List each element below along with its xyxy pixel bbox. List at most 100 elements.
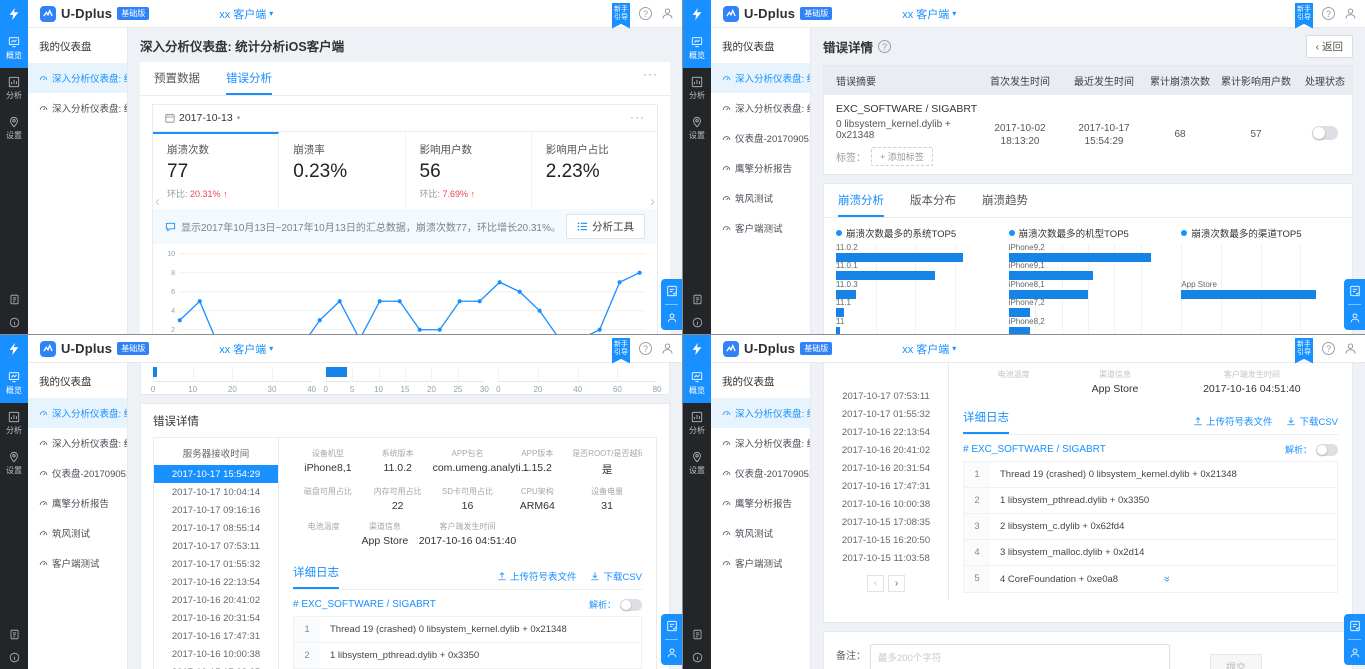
- sidebar-item[interactable]: 筑风测试: [711, 518, 810, 548]
- help-icon[interactable]: ?: [878, 40, 892, 53]
- survey-icon[interactable]: [666, 285, 678, 297]
- carousel-prev-icon[interactable]: ‹: [155, 193, 160, 210]
- carousel-next-icon[interactable]: ›: [650, 193, 655, 210]
- doc-icon[interactable]: [692, 629, 703, 640]
- rail-item-analysis[interactable]: 分析: [0, 403, 28, 443]
- timestamp-item[interactable]: 2017-10-16 17:47:31: [841, 480, 931, 492]
- back-button[interactable]: ‹ 返回: [1305, 35, 1353, 58]
- timestamp-item[interactable]: 2017-10-17 09:16:16: [171, 504, 261, 516]
- app-switcher[interactable]: xx 客户端 ▾: [902, 8, 957, 21]
- timestamp-item[interactable]: 2017-10-17 07:53:11: [842, 390, 930, 402]
- app-switcher[interactable]: xx 客户端 ▾: [902, 343, 957, 356]
- table-row[interactable]: EXC_SOFTWARE / SIGABRT 0 libsystem_kerne…: [824, 95, 1352, 174]
- feedback-widget[interactable]: [1344, 614, 1365, 665]
- tab[interactable]: 预置数据: [154, 73, 200, 85]
- guide-badge[interactable]: 新手 引导: [1295, 2, 1313, 29]
- timestamp-item[interactable]: 2017-10-16 22:13:54: [171, 576, 261, 588]
- sidebar-item[interactable]: 深入分析仪表盘: 统计: [28, 398, 127, 428]
- sidebar-item[interactable]: 深入分析仪表盘: 统计: [711, 428, 810, 458]
- sidebar-item[interactable]: 客户端测试: [28, 548, 127, 578]
- tab[interactable]: 崩溃趋势: [982, 195, 1028, 207]
- prev-page-button[interactable]: ‹: [867, 575, 884, 592]
- timestamp-item[interactable]: 2017-10-15 17:08:35: [841, 516, 931, 528]
- rail-item-analysis[interactable]: 分析: [683, 403, 711, 443]
- timestamp-item[interactable]: 2017-10-17 01:55:32: [171, 558, 261, 570]
- download-csv-link[interactable]: 下载CSV: [1286, 414, 1338, 428]
- sidebar-item[interactable]: 仪表盘-20170905161: [711, 123, 810, 153]
- sidebar-item[interactable]: 深入分析仪表盘: 统计: [28, 63, 127, 93]
- doc-icon[interactable]: [9, 629, 20, 640]
- timestamp-item[interactable]: 2017-10-17 08:55:14: [171, 522, 261, 534]
- customer-service-icon[interactable]: [1349, 647, 1361, 659]
- survey-icon[interactable]: [1349, 620, 1361, 632]
- product-logo-icon[interactable]: [683, 0, 711, 28]
- info-icon[interactable]: [692, 317, 703, 328]
- survey-icon[interactable]: [1349, 285, 1361, 297]
- guide-badge[interactable]: 新手 引导: [1295, 337, 1313, 364]
- timestamp-item[interactable]: 2017-10-16 20:31:54: [841, 462, 931, 474]
- rail-item-overview[interactable]: 概览: [683, 363, 711, 403]
- parse-toggle[interactable]: [1316, 443, 1338, 456]
- sidebar-item[interactable]: 客户端测试: [711, 548, 810, 578]
- upload-symbol-link[interactable]: 上传符号表文件: [1193, 414, 1272, 428]
- info-icon[interactable]: [9, 317, 20, 328]
- date-picker[interactable]: 2017-10-13: [179, 112, 233, 124]
- rail-item-analysis[interactable]: 分析: [683, 68, 711, 108]
- tab-detail-log[interactable]: 详细日志: [293, 556, 339, 589]
- user-icon[interactable]: [1344, 7, 1357, 20]
- tab[interactable]: 版本分布: [910, 195, 956, 207]
- tab[interactable]: 错误分析: [226, 62, 272, 95]
- feedback-widget[interactable]: [661, 279, 682, 330]
- analysis-tool-button[interactable]: 分析工具: [566, 214, 645, 239]
- metric-card[interactable]: 崩溃率 0.23%: [279, 132, 406, 209]
- sidebar-item[interactable]: 深入分析仪表盘: 统计: [28, 93, 127, 123]
- sidebar-item[interactable]: 深入分析仪表盘: 统计: [711, 93, 810, 123]
- timestamp-item[interactable]: 2017-10-16 17:47:31: [171, 630, 261, 642]
- timestamp-item[interactable]: 2017-10-15 16:20:50: [841, 534, 931, 546]
- guide-badge[interactable]: 新手 引导: [612, 337, 630, 364]
- metric-card[interactable]: 影响用户占比 2.23%: [545, 144, 609, 182]
- tab[interactable]: 崩溃分析: [838, 184, 884, 217]
- metric-card[interactable]: 影响用户数 56 环比: 7.69% ↑: [406, 132, 532, 209]
- sidebar-item[interactable]: 筑风测试: [711, 183, 810, 213]
- rail-item-overview[interactable]: 概览: [683, 28, 711, 68]
- help-icon[interactable]: ?: [639, 342, 652, 355]
- submit-button[interactable]: 提交: [1210, 654, 1262, 669]
- rail-item-overview[interactable]: 概览: [0, 28, 28, 68]
- tab-detail-log[interactable]: 详细日志: [963, 401, 1009, 434]
- timestamp-item[interactable]: 2017-10-17 10:04:14: [171, 486, 261, 498]
- add-tag-button[interactable]: + 添加标签: [871, 147, 933, 166]
- timestamp-item[interactable]: 2017-10-16 22:13:54: [841, 426, 931, 438]
- sidebar-item[interactable]: 仪表盘-20170905161: [28, 458, 127, 488]
- timestamp-item[interactable]: 2017-10-16 10:00:38: [841, 498, 931, 510]
- app-switcher[interactable]: xx 客户端 ▾: [219, 343, 274, 356]
- sidebar-item[interactable]: 深入分析仪表盘: 统计: [711, 398, 810, 428]
- rail-item-overview[interactable]: 概览: [0, 363, 28, 403]
- sidebar-item[interactable]: 深入分析仪表盘: 统计: [711, 63, 810, 93]
- download-csv-link[interactable]: 下载CSV: [590, 569, 642, 583]
- timestamp-item[interactable]: 2017-10-15 17:08:35: [154, 663, 278, 669]
- timestamp-item[interactable]: 2017-10-17 01:55:32: [841, 408, 931, 420]
- expand-icon[interactable]: «: [1161, 575, 1174, 583]
- upload-symbol-link[interactable]: 上传符号表文件: [497, 569, 576, 583]
- info-icon[interactable]: [692, 652, 703, 663]
- timestamp-item[interactable]: 2017-10-17 15:54:29: [154, 465, 278, 483]
- timestamp-item[interactable]: 2017-10-15 11:03:58: [842, 552, 930, 564]
- feedback-widget[interactable]: [661, 614, 682, 665]
- help-icon[interactable]: ?: [1322, 342, 1335, 355]
- next-page-button[interactable]: ›: [888, 575, 905, 592]
- rail-item-settings[interactable]: 设置: [0, 108, 28, 148]
- guide-badge[interactable]: 新手 引导: [612, 2, 630, 29]
- parse-toggle[interactable]: [620, 598, 642, 611]
- rail-item-settings[interactable]: 设置: [683, 443, 711, 483]
- note-input[interactable]: [870, 644, 1170, 669]
- product-logo-icon[interactable]: [0, 0, 28, 28]
- doc-icon[interactable]: [692, 294, 703, 305]
- sidebar-item[interactable]: 筑风测试: [28, 518, 127, 548]
- customer-service-icon[interactable]: [666, 647, 678, 659]
- product-logo-icon[interactable]: [0, 335, 28, 363]
- user-icon[interactable]: [661, 342, 674, 355]
- sidebar-item[interactable]: 鹰擎分析报告: [28, 488, 127, 518]
- info-icon[interactable]: [9, 652, 20, 663]
- app-switcher[interactable]: xx 客户端 ▾: [219, 6, 273, 22]
